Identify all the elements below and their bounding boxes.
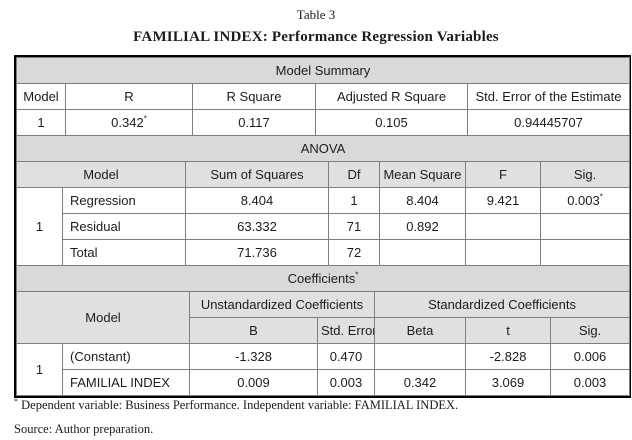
anova-model-number: 1 bbox=[16, 187, 63, 266]
anova-regression-sig: 0.003* bbox=[539, 187, 631, 214]
table-title: FAMILIAL INDEX: Performance Regression V… bbox=[133, 29, 499, 45]
header-std-error-estimate: Std. Error of the Estimate bbox=[467, 83, 630, 110]
model-summary-section-title: Model Summary bbox=[16, 57, 630, 84]
anova-label-regression: Regression bbox=[62, 187, 186, 214]
anova-total-ss: 71.736 bbox=[185, 239, 329, 266]
anova-header-mean-square: Mean Square bbox=[379, 161, 466, 188]
familial-b: 0.009 bbox=[189, 369, 318, 396]
cell-r-value: 0.342* bbox=[65, 109, 193, 136]
anova-total-ms bbox=[379, 239, 466, 266]
coefficients-header-std-error: Std. Error bbox=[317, 317, 375, 344]
dependent-variable-note: * Dependent variable: Business Performan… bbox=[14, 396, 624, 413]
table-number: Table 3 bbox=[296, 7, 336, 22]
coefficients-label-familial-index: FAMILIAL INDEX bbox=[62, 369, 190, 396]
anova-regression-ss: 8.404 bbox=[185, 187, 329, 214]
familial-t: 3.069 bbox=[465, 369, 551, 396]
anova-residual-sig bbox=[539, 213, 631, 240]
coefficients-title-superscript: * bbox=[355, 270, 359, 280]
header-r-square: R Square bbox=[192, 83, 316, 110]
anova-header-sig: Sig. bbox=[539, 161, 631, 188]
anova-header-df: Df bbox=[328, 161, 380, 188]
cell-std-error-estimate: 0.94445707 bbox=[467, 109, 630, 136]
anova-row-residual: Residual 63.332 71 0.892 bbox=[17, 213, 631, 240]
anova-residual-df: 71 bbox=[328, 213, 380, 240]
coefficients-row-constant: 1 (Constant) -1.328 0.470 -2.828 0.006 bbox=[16, 343, 631, 396]
anova-section-title: ANOVA bbox=[15, 135, 631, 162]
anova-residual-ms: 0.892 bbox=[379, 213, 466, 240]
constant-sig: 0.006 bbox=[549, 343, 631, 370]
model-summary-data-row: 1 0.342* 0.117 0.105 0.94445707 bbox=[16, 109, 630, 136]
anova-regression-f: 9.421 bbox=[465, 187, 541, 214]
cell-r-square: 0.117 bbox=[192, 109, 316, 136]
model-summary-title-row: Model Summary bbox=[16, 57, 630, 84]
coefficients-subheader-row: B Std. Error Beta t Sig. bbox=[17, 317, 631, 344]
coefficients-header-sig: Sig. bbox=[549, 317, 631, 344]
footnote-superscript: * bbox=[14, 396, 18, 406]
model-summary-table: Model Summary Model R R Square Adjusted … bbox=[16, 57, 630, 136]
coefficients-section-title: Coefficients* bbox=[15, 265, 631, 292]
r-value: 0.342 bbox=[111, 115, 144, 130]
coefficients-header-t: t bbox=[465, 317, 551, 344]
coefficients-title-text: Coefficients bbox=[287, 271, 356, 286]
r-superscript: * bbox=[143, 114, 147, 124]
anova-regression-df: 1 bbox=[328, 187, 380, 214]
anova-header-row: Model Sum of Squares Df Mean Square F Si… bbox=[16, 161, 631, 188]
anova-header-model: Model bbox=[16, 161, 186, 188]
constant-beta bbox=[374, 343, 466, 370]
coefficients-header-unstandardized: Unstandardized Coefficients bbox=[189, 291, 375, 318]
coefficients-header-b: B bbox=[189, 317, 318, 344]
coefficients-row-familial-index: FAMILIAL INDEX 0.009 0.003 0.342 3.069 0… bbox=[17, 369, 631, 396]
anova-regression-ms: 8.404 bbox=[379, 187, 466, 214]
coefficients-label-constant: (Constant) bbox=[62, 343, 190, 370]
anova-table: ANOVA Model Sum of Squares Df Mean Squar… bbox=[15, 135, 631, 266]
coefficients-model-number: 1 bbox=[16, 343, 63, 396]
coefficients-header-standardized: Standardized Coefficients bbox=[373, 291, 631, 318]
sig-value: 0.003 bbox=[567, 193, 600, 208]
familial-beta: 0.342 bbox=[374, 369, 466, 396]
table-footnotes: * Dependent variable: Business Performan… bbox=[14, 396, 624, 437]
anova-row-total: Total 71.736 72 bbox=[17, 239, 631, 266]
anova-residual-f bbox=[465, 213, 541, 240]
regression-table: Model Summary Model R R Square Adjusted … bbox=[14, 55, 631, 398]
coefficients-title-row: Coefficients* bbox=[15, 265, 631, 292]
header-model: Model bbox=[16, 83, 66, 110]
header-adjusted-r-square: Adjusted R Square bbox=[315, 83, 468, 110]
cell-adjusted-r-square: 0.105 bbox=[315, 109, 468, 136]
anova-total-f bbox=[465, 239, 541, 266]
table-caption: Table 3 FAMILIAL INDEX: Performance Regr… bbox=[0, 0, 632, 46]
constant-std-error: 0.470 bbox=[317, 343, 375, 370]
anova-header-f: F bbox=[465, 161, 541, 188]
anova-total-sig bbox=[539, 239, 631, 266]
anova-total-df: 72 bbox=[328, 239, 380, 266]
familial-sig: 0.003 bbox=[549, 369, 631, 396]
anova-title-row: ANOVA bbox=[15, 135, 631, 162]
familial-std-error: 0.003 bbox=[317, 369, 375, 396]
constant-b: -1.328 bbox=[189, 343, 318, 370]
anova-label-residual: Residual bbox=[62, 213, 186, 240]
anova-header-sum-of-squares: Sum of Squares bbox=[185, 161, 329, 188]
cell-model-number: 1 bbox=[16, 109, 66, 136]
source-note: Source: Author preparation. bbox=[14, 422, 154, 436]
coefficients-header-model: Model bbox=[16, 291, 190, 344]
header-r: R bbox=[65, 83, 193, 110]
coefficients-header-beta: Beta bbox=[374, 317, 466, 344]
model-summary-header-row: Model R R Square Adjusted R Square Std. … bbox=[16, 83, 630, 110]
coefficients-table: Coefficients* Model Unstandardized Coeff… bbox=[15, 265, 631, 396]
anova-label-total: Total bbox=[62, 239, 186, 266]
dependent-variable-text: Dependent variable: Business Performance… bbox=[21, 398, 459, 412]
sig-superscript: * bbox=[599, 192, 603, 202]
anova-residual-ss: 63.332 bbox=[185, 213, 329, 240]
constant-t: -2.828 bbox=[465, 343, 551, 370]
anova-row-regression: 1 Regression 8.404 1 8.404 9.421 0.003* bbox=[16, 187, 631, 266]
coefficients-group-header-row: Model Unstandardized Coefficients Standa… bbox=[16, 291, 631, 344]
